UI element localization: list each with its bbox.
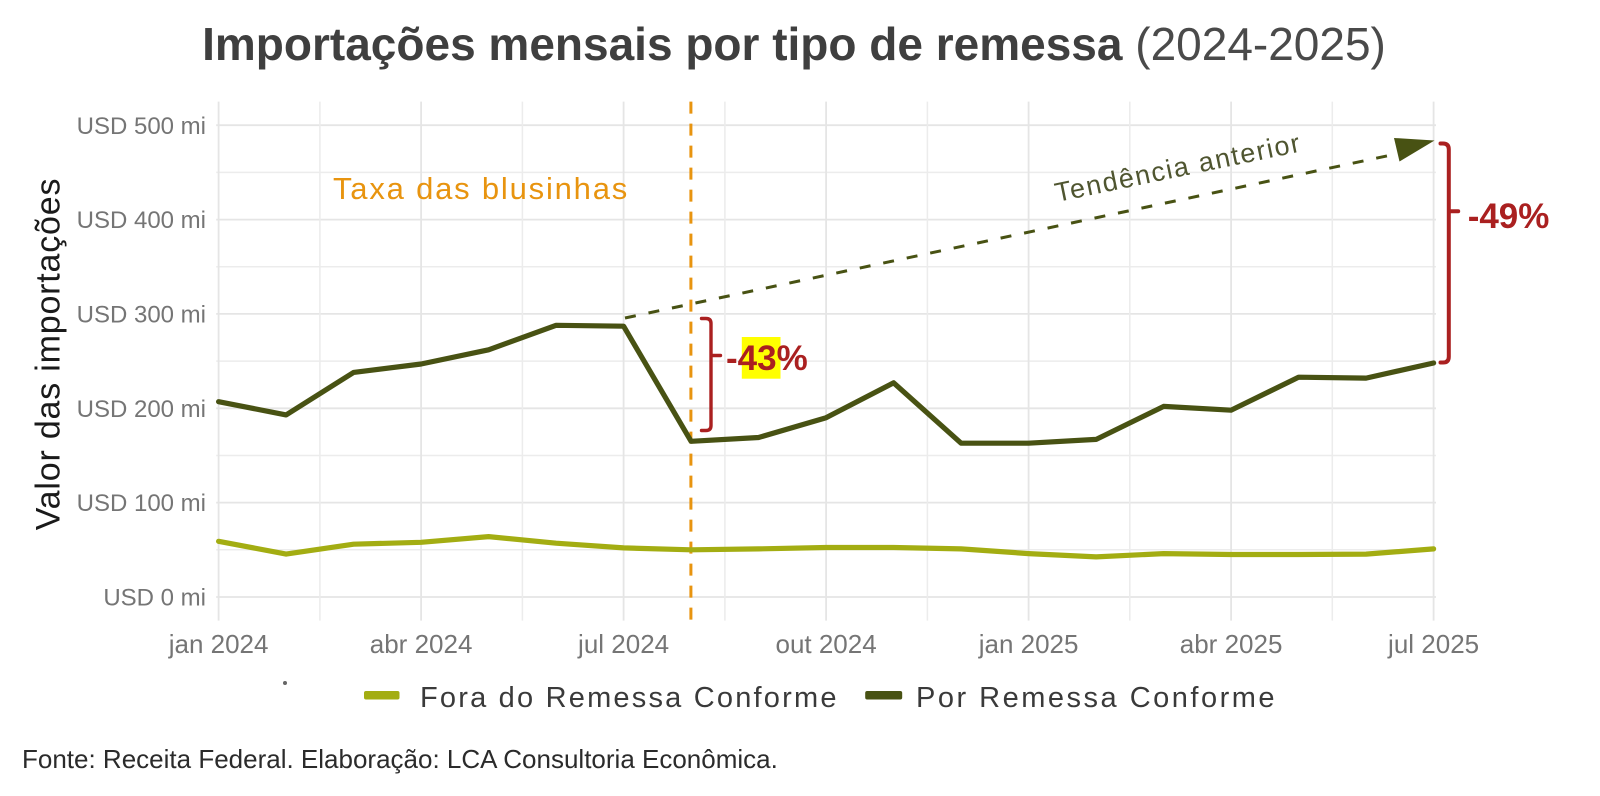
svg-text:USD 500 mi: USD 500 mi bbox=[77, 113, 206, 140]
svg-text:jan 2024: jan 2024 bbox=[168, 629, 269, 659]
svg-text:-43%: -43% bbox=[726, 339, 808, 378]
svg-text:-49%: -49% bbox=[1468, 197, 1550, 236]
svg-text:USD 100 mi: USD 100 mi bbox=[77, 490, 206, 517]
svg-text:USD 400 mi: USD 400 mi bbox=[77, 207, 206, 234]
svg-text:USD 300 mi: USD 300 mi bbox=[77, 302, 206, 329]
svg-text:Fora do Remessa Conforme: Fora do Remessa Conforme bbox=[420, 682, 839, 714]
svg-text:USD 200 mi: USD 200 mi bbox=[77, 396, 206, 423]
svg-text:abr 2024: abr 2024 bbox=[370, 629, 473, 659]
svg-text:Por Remessa Conforme: Por Remessa Conforme bbox=[916, 682, 1277, 714]
svg-text:jan 2025: jan 2025 bbox=[978, 629, 1079, 659]
svg-text:jul 2025: jul 2025 bbox=[1387, 629, 1479, 659]
svg-text:Importações mensais por tipo d: Importações mensais por tipo de remessa … bbox=[202, 18, 1386, 70]
svg-text:Taxa das blusinhas: Taxa das blusinhas bbox=[333, 171, 629, 206]
svg-text:out 2024: out 2024 bbox=[775, 629, 876, 659]
svg-text:abr 2025: abr 2025 bbox=[1180, 629, 1283, 659]
svg-text:USD 0 mi: USD 0 mi bbox=[103, 585, 206, 612]
svg-text:Fonte: Receita Federal. Elabor: Fonte: Receita Federal. Elaboração: LCA … bbox=[22, 744, 778, 774]
svg-text:jul 2024: jul 2024 bbox=[577, 629, 669, 659]
svg-text:Valor das importações: Valor das importações bbox=[30, 178, 68, 531]
